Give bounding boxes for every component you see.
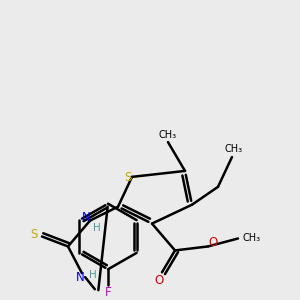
Text: S: S	[30, 228, 38, 241]
Text: F: F	[105, 286, 111, 299]
Text: N: N	[82, 211, 90, 224]
Text: H: H	[93, 223, 101, 232]
Text: N: N	[76, 271, 84, 284]
Text: O: O	[208, 236, 217, 249]
Text: CH₃: CH₃	[243, 233, 261, 244]
Text: CH₃: CH₃	[225, 144, 243, 154]
Text: S: S	[124, 171, 132, 184]
Text: O: O	[154, 274, 164, 287]
Text: CH₃: CH₃	[159, 130, 177, 140]
Text: H: H	[89, 270, 97, 280]
